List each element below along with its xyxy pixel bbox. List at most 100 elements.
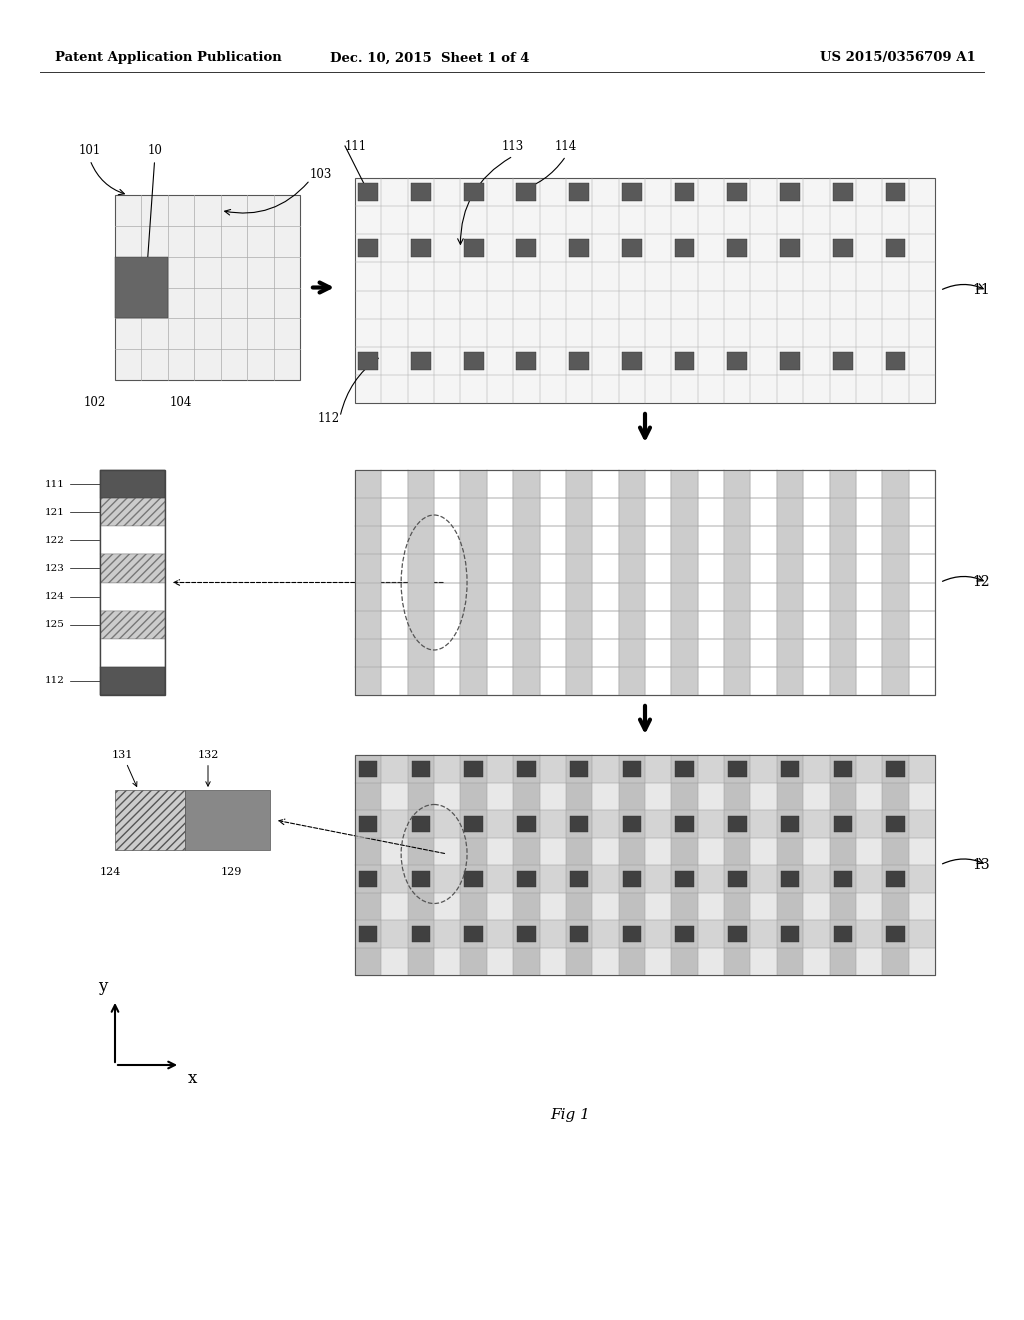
Bar — [100, 667, 165, 696]
Bar — [358, 351, 378, 370]
Bar — [355, 470, 381, 696]
Text: 112: 112 — [45, 676, 65, 685]
Bar — [780, 239, 800, 257]
Bar — [465, 925, 483, 942]
Bar — [517, 816, 536, 832]
Bar — [780, 351, 800, 370]
Bar — [803, 755, 829, 975]
Bar — [355, 920, 935, 948]
Bar — [728, 925, 746, 942]
Bar — [780, 760, 799, 777]
Text: 121: 121 — [45, 508, 65, 516]
Bar — [728, 816, 746, 832]
Bar — [751, 755, 777, 975]
Bar — [359, 870, 378, 887]
Bar — [355, 755, 381, 975]
Bar — [622, 183, 642, 201]
Bar — [728, 870, 746, 887]
Bar — [355, 178, 935, 403]
Bar — [464, 351, 483, 370]
Bar — [883, 755, 908, 975]
Bar — [184, 789, 270, 850]
Text: 111: 111 — [45, 479, 65, 488]
Bar — [513, 755, 540, 975]
Bar — [465, 816, 483, 832]
Text: 114: 114 — [555, 140, 578, 153]
Bar — [829, 755, 856, 975]
Bar — [355, 810, 935, 837]
Bar — [886, 870, 904, 887]
Bar — [516, 351, 537, 370]
Text: 103: 103 — [310, 169, 333, 181]
Text: Dec. 10, 2015  Sheet 1 of 4: Dec. 10, 2015 Sheet 1 of 4 — [331, 51, 529, 65]
Text: 129: 129 — [220, 867, 242, 876]
Bar — [100, 470, 165, 498]
Bar — [465, 760, 483, 777]
Bar — [100, 554, 165, 582]
Bar — [100, 611, 165, 639]
Bar — [570, 816, 589, 832]
Text: Patent Application Publication: Patent Application Publication — [55, 51, 282, 65]
Bar — [833, 183, 853, 201]
Bar — [570, 760, 589, 777]
Bar — [412, 870, 430, 887]
Bar — [412, 925, 430, 942]
Bar — [516, 239, 537, 257]
Bar — [355, 470, 935, 696]
Bar — [100, 498, 165, 527]
Text: 12: 12 — [973, 576, 990, 590]
Bar — [780, 870, 799, 887]
Bar — [886, 239, 905, 257]
Bar — [540, 755, 566, 975]
Text: 131: 131 — [112, 750, 137, 787]
Bar — [358, 183, 378, 201]
Bar — [777, 470, 803, 696]
Bar — [829, 470, 856, 696]
Text: 11: 11 — [972, 284, 990, 297]
Bar — [100, 639, 165, 667]
Bar — [355, 755, 935, 975]
Bar — [623, 816, 641, 832]
Bar — [724, 755, 751, 975]
Bar — [411, 351, 431, 370]
Text: 111: 111 — [345, 140, 368, 153]
Bar — [623, 870, 641, 887]
Bar — [464, 239, 483, 257]
Bar — [780, 925, 799, 942]
Text: 112: 112 — [317, 412, 340, 425]
Bar — [408, 755, 434, 975]
Bar — [461, 755, 486, 975]
Text: 13: 13 — [973, 858, 990, 873]
Bar — [412, 816, 430, 832]
Bar — [727, 239, 748, 257]
Bar — [434, 755, 461, 975]
Bar — [672, 755, 697, 975]
Bar — [618, 470, 645, 696]
Bar — [381, 755, 408, 975]
Bar — [886, 760, 904, 777]
Bar — [355, 755, 935, 783]
Bar — [464, 183, 483, 201]
Text: 101: 101 — [79, 144, 101, 157]
Bar — [675, 925, 694, 942]
Text: 124: 124 — [45, 593, 65, 601]
Bar — [359, 760, 378, 777]
Text: Fig 1: Fig 1 — [550, 1107, 590, 1122]
Bar — [856, 755, 883, 975]
Bar — [517, 760, 536, 777]
Bar — [622, 239, 642, 257]
Bar — [355, 865, 935, 892]
Bar — [569, 183, 589, 201]
Bar — [517, 870, 536, 887]
Bar — [411, 239, 431, 257]
Bar — [486, 755, 513, 975]
Bar — [359, 816, 378, 832]
Bar — [359, 925, 378, 942]
Bar — [100, 527, 165, 554]
Text: US 2015/0356709 A1: US 2015/0356709 A1 — [820, 51, 976, 65]
Bar — [566, 470, 592, 696]
Text: 125: 125 — [45, 620, 65, 630]
Bar — [672, 470, 697, 696]
Bar — [569, 239, 589, 257]
Bar — [465, 870, 483, 887]
